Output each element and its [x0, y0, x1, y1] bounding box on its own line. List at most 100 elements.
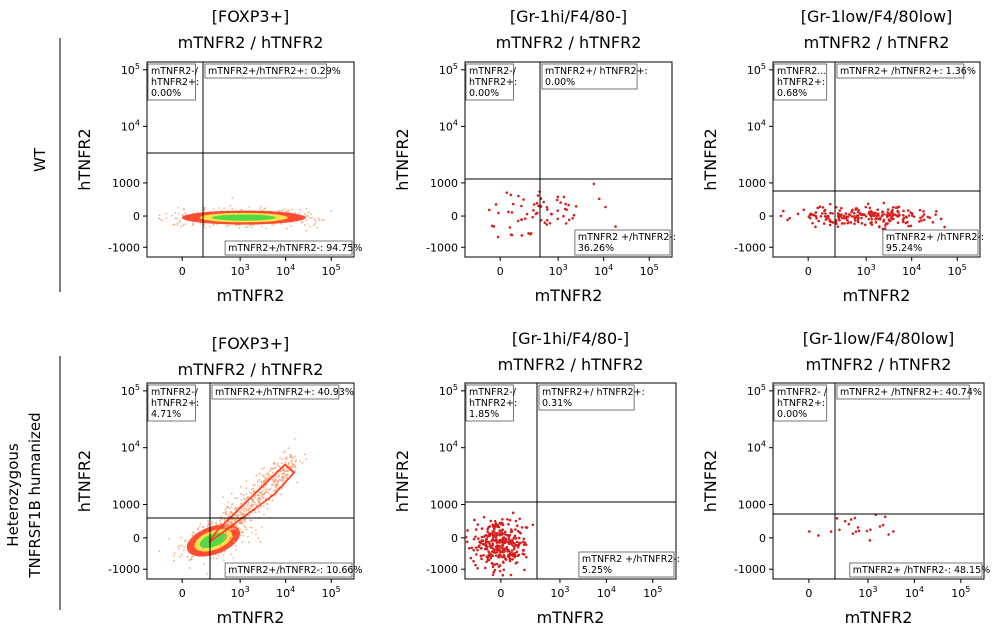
- event-dot: [497, 211, 500, 215]
- event-dot: [827, 214, 830, 218]
- x-tick-label: 104: [276, 585, 295, 600]
- event-dot: [511, 543, 514, 547]
- event-dot: [876, 208, 879, 211]
- event-dot: [842, 214, 846, 218]
- event-dot: [509, 573, 513, 577]
- event-dot: [517, 543, 521, 547]
- y-tick-label: 104: [747, 118, 766, 133]
- event-dot: [178, 547, 180, 550]
- event-dot: [250, 488, 253, 491]
- event-dot: [224, 525, 226, 528]
- chart-panel: [Gr-1hi/F4/80-] mTNFR2 / hTNFR2 0 103 104 105…: [393, 7, 676, 305]
- event-dot: [545, 218, 549, 222]
- event-dot: [539, 218, 543, 222]
- event-dot: [844, 212, 848, 215]
- quadrant-q1-label-text: hTNFR2+:: [151, 398, 199, 409]
- event-dot: [272, 467, 275, 470]
- chart-panel: [FOXP3+] mTNFR2 / hTNFR2 0 103 104 105 -1000 0 1…: [75, 334, 362, 627]
- event-dot: [267, 474, 270, 477]
- plot-frame: [772, 61, 981, 258]
- event-dot: [515, 540, 519, 544]
- event-dot: [181, 214, 184, 216]
- event-dot: [258, 472, 261, 475]
- event-dot: [496, 235, 500, 239]
- event-dot: [227, 501, 230, 504]
- event-dot: [243, 505, 246, 508]
- event-dot: [276, 480, 279, 483]
- event-dot: [284, 473, 287, 476]
- event-dot: [479, 554, 483, 558]
- event-dot: [291, 459, 293, 462]
- y-tick-label: -1000: [108, 563, 140, 576]
- event-dot: [495, 551, 499, 554]
- quadrant-q2-label-box: [204, 63, 327, 79]
- event-dot: [257, 537, 260, 539]
- event-dot: [574, 205, 578, 208]
- event-dot: [255, 504, 258, 507]
- event-dot: [928, 216, 932, 220]
- event-dot: [867, 217, 871, 221]
- event-dot: [834, 205, 838, 209]
- event-dot: [497, 555, 501, 559]
- event-dot: [190, 558, 193, 560]
- event-dot: [184, 223, 187, 225]
- quadrant-q1-label-text: mTNFR2-/: [151, 387, 199, 398]
- event-dot: [290, 466, 293, 469]
- y-tick-label: -1000: [426, 563, 458, 576]
- y-tick-label: 0: [759, 210, 766, 223]
- event-dot: [289, 455, 292, 458]
- event-dot: [278, 465, 281, 468]
- event-dot: [219, 521, 222, 524]
- event-dot: [597, 197, 601, 201]
- event-dot: [474, 546, 478, 549]
- quadrant-q1-label-text: mTNFR2...: [777, 66, 826, 77]
- event-dot: [251, 504, 254, 507]
- y-tick-label: 105: [439, 62, 458, 77]
- quadrant-q3-label-text: 95.24%: [886, 243, 922, 254]
- event-dot: [207, 524, 210, 526]
- event-dot: [878, 225, 881, 228]
- event-dot: [846, 218, 849, 222]
- x-tick-label: 103: [857, 263, 876, 278]
- event-dot: [843, 519, 847, 523]
- y-axis-label: hTNFR2: [393, 128, 412, 190]
- event-dot: [173, 559, 175, 562]
- quadrant-q1-label-text: mTNFR2- /: [777, 387, 828, 398]
- event-dot: [494, 534, 497, 537]
- event-dot: [251, 498, 254, 501]
- event-dot: [223, 518, 226, 521]
- event-dot: [943, 225, 946, 229]
- event-dot: [808, 213, 812, 217]
- event-dot: [880, 214, 884, 218]
- event-dot: [245, 487, 248, 490]
- event-dot: [542, 200, 546, 204]
- event-dot: [176, 224, 179, 226]
- event-dot: [271, 224, 274, 227]
- event-dot: [831, 212, 834, 215]
- event-dot: [242, 494, 245, 496]
- x-tick-label: 103: [231, 585, 250, 600]
- event-dot: [274, 494, 277, 497]
- event-dot: [828, 202, 832, 206]
- event-dot: [482, 515, 486, 519]
- event-dot: [260, 493, 263, 496]
- event-dot: [180, 553, 183, 556]
- event-dot: [935, 210, 938, 213]
- quadrant-q1-label-box: [465, 63, 514, 101]
- event-dot: [864, 205, 868, 209]
- event-dot: [860, 216, 863, 220]
- event-dot: [235, 549, 237, 551]
- event-dot: [275, 486, 277, 489]
- event-dot: [485, 547, 489, 551]
- event-dot: [250, 226, 253, 229]
- event-dot: [227, 506, 229, 509]
- event-dot: [230, 553, 233, 556]
- event-dot: [255, 533, 257, 536]
- event-dot: [223, 519, 226, 522]
- event-dot: [846, 215, 850, 219]
- quadrant-q1-label-text: mTNFR2-/: [469, 66, 517, 77]
- event-dot: [239, 510, 241, 513]
- quadrant-q1-label-text: mTNFR2-/: [151, 66, 199, 77]
- event-dot: [871, 211, 875, 214]
- event-dot: [183, 545, 186, 548]
